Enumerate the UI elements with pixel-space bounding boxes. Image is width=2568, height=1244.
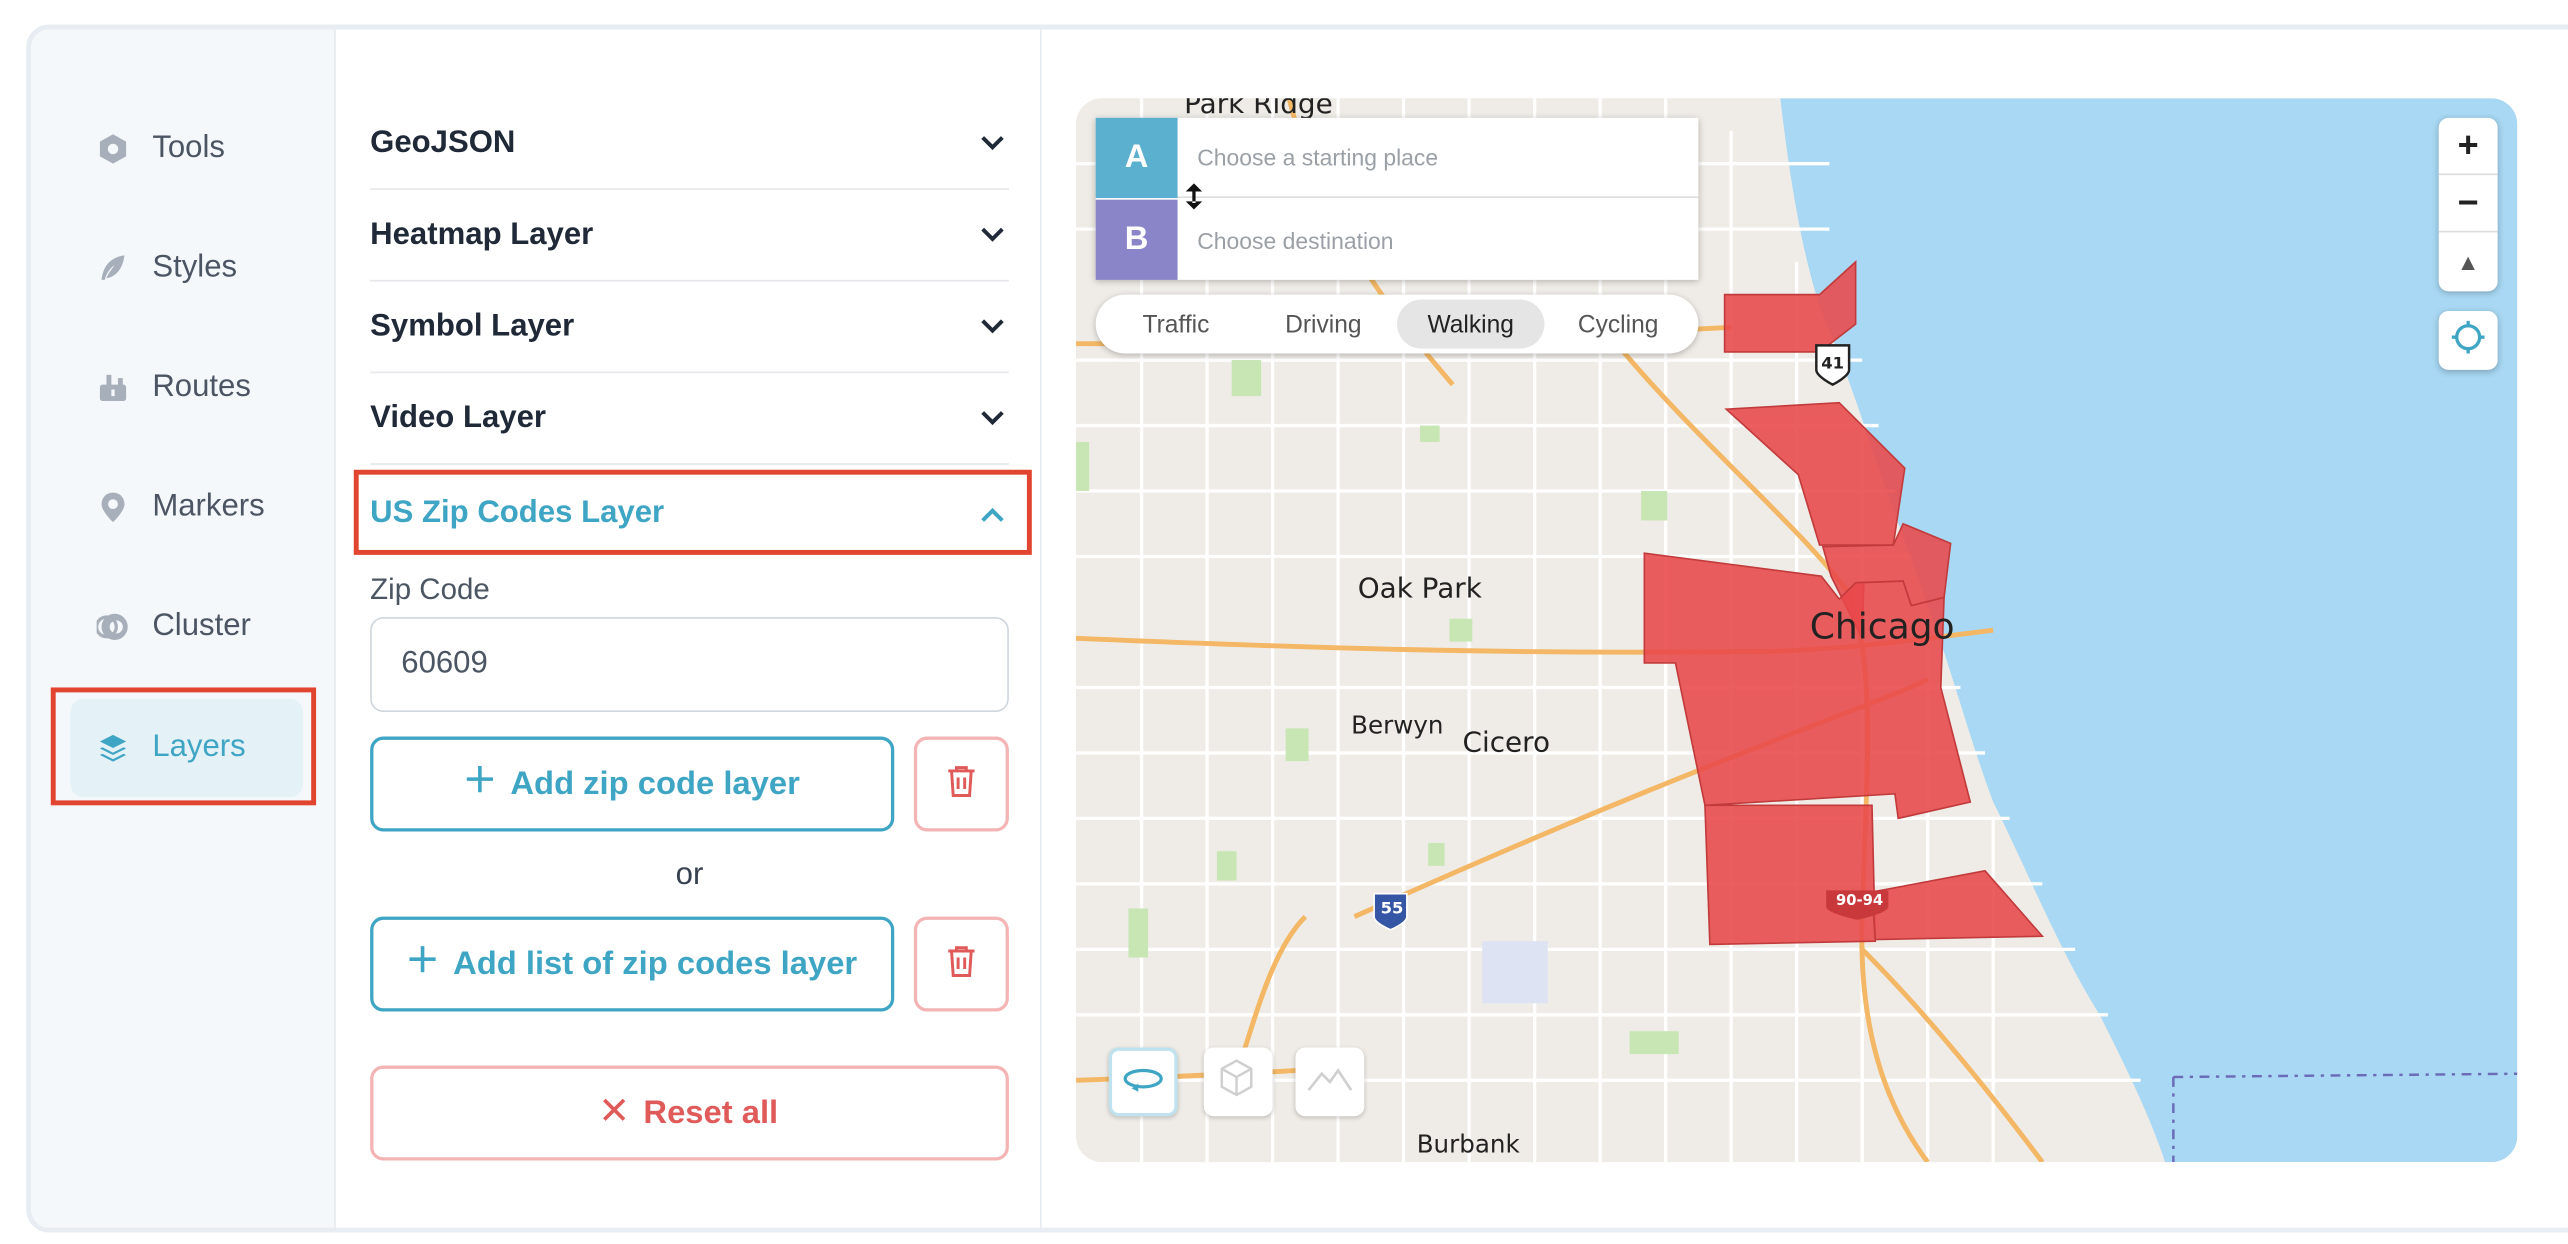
accordion-title: Symbol Layer bbox=[370, 308, 575, 343]
sidebar: Tools Styles Routes Markers bbox=[31, 29, 336, 1228]
accordion-title: GeoJSON bbox=[370, 125, 516, 160]
chevron-down-icon bbox=[976, 310, 1009, 343]
map-label-oak-park: Oak Park bbox=[1357, 572, 1482, 606]
map-label-cicero: Cicero bbox=[1462, 726, 1551, 760]
highway-55-label: 55 bbox=[1380, 900, 1404, 919]
rotate-icon bbox=[1122, 1063, 1165, 1101]
close-icon bbox=[601, 1094, 627, 1132]
crosshair-icon bbox=[2450, 318, 2486, 362]
zip-code-input[interactable]: 60609 bbox=[370, 617, 1009, 713]
sidebar-item-styles[interactable]: Styles bbox=[70, 219, 303, 317]
sidebar-item-label: Layers bbox=[152, 730, 246, 765]
trash-icon bbox=[947, 944, 976, 985]
3d-button[interactable] bbox=[1203, 1047, 1273, 1117]
highway-90-94-label: 90-94 bbox=[1835, 893, 1884, 911]
zip-code-label: Zip Code bbox=[370, 572, 490, 606]
accordion-video-layer[interactable]: Video Layer bbox=[370, 373, 1009, 465]
zoom-out-button[interactable]: − bbox=[2438, 175, 2498, 233]
zoom-in-button[interactable]: + bbox=[2438, 118, 2498, 176]
mode-traffic[interactable]: Traffic bbox=[1142, 310, 1210, 338]
button-label: Reset all bbox=[643, 1094, 779, 1131]
sidebar-item-label: Tools bbox=[152, 130, 225, 166]
or-separator: or bbox=[675, 857, 704, 893]
mode-driving[interactable]: Driving bbox=[1285, 310, 1362, 338]
sidebar-item-markers[interactable]: Markers bbox=[70, 458, 303, 556]
sidebar-item-cluster[interactable]: Cluster bbox=[70, 578, 303, 676]
highlight-box-zip-section bbox=[353, 469, 1032, 555]
hexagon-icon bbox=[97, 133, 130, 166]
map-label-park-ridge: Park Ridge bbox=[1184, 98, 1333, 122]
highlight-box-layers bbox=[50, 687, 317, 806]
plus-icon bbox=[465, 764, 494, 803]
destination-badge: B bbox=[1095, 199, 1178, 280]
plus-icon bbox=[407, 944, 436, 983]
delete-zip-list-button[interactable] bbox=[913, 916, 1009, 1012]
accordion-title: Video Layer bbox=[370, 400, 547, 435]
reset-all-button[interactable]: Reset all bbox=[370, 1065, 1009, 1161]
route-icon bbox=[97, 372, 130, 405]
add-zip-code-layer-button[interactable]: Add zip code layer bbox=[370, 736, 895, 832]
map-label-berwyn: Berwyn bbox=[1351, 710, 1444, 740]
chevron-down-icon bbox=[976, 219, 1009, 252]
cluster-icon bbox=[96, 611, 130, 644]
sidebar-item-label: Styles bbox=[152, 250, 238, 285]
layers-panel: GeoJSON Heatmap Layer Symbol Layer Video… bbox=[337, 29, 1042, 1228]
button-label: Add zip code layer bbox=[510, 765, 800, 802]
button-label: Add list of zip codes layer bbox=[453, 945, 858, 982]
sidebar-item-tools[interactable]: Tools bbox=[70, 100, 303, 198]
destination-row: B Choose destination bbox=[1095, 199, 1699, 280]
map-label-chicago: Chicago bbox=[1809, 607, 1955, 649]
cube-3d-icon bbox=[1214, 1053, 1263, 1110]
app-card: Tools Styles Routes Markers bbox=[26, 24, 2568, 1233]
pin-icon bbox=[97, 491, 130, 524]
accordion-us-zip-codes-layer[interactable]: US Zip Codes Layer bbox=[370, 468, 1009, 560]
map-base bbox=[1076, 98, 2518, 1163]
mountain-icon bbox=[1307, 1063, 1353, 1101]
mode-cycling[interactable]: Cycling bbox=[1577, 310, 1659, 338]
swap-icon[interactable] bbox=[1184, 182, 1204, 220]
map-label-burbank: Burbank bbox=[1416, 1129, 1520, 1159]
feather-icon bbox=[97, 252, 130, 285]
geolocate-button[interactable] bbox=[2438, 310, 2498, 370]
travel-mode-tabs: Traffic Driving Walking Cycling bbox=[1095, 294, 1699, 354]
accordion-title: US Zip Codes Layer bbox=[370, 495, 665, 531]
destination-input[interactable]: Choose destination bbox=[1197, 226, 1394, 253]
zoom-controls: + − ▲ bbox=[2438, 117, 2498, 292]
chevron-up-icon bbox=[976, 498, 1009, 531]
start-input[interactable]: Choose a starting place bbox=[1197, 144, 1439, 171]
rotate-button[interactable] bbox=[1108, 1047, 1178, 1117]
highway-41-shield bbox=[1815, 344, 1851, 387]
accordion-symbol-layer[interactable]: Symbol Layer bbox=[370, 282, 1009, 374]
start-badge: A bbox=[1095, 117, 1178, 198]
accordion-title: Heatmap Layer bbox=[370, 216, 594, 252]
compass-button[interactable]: ▲ bbox=[2456, 247, 2480, 275]
sidebar-item-label: Routes bbox=[152, 369, 251, 405]
layers-icon bbox=[97, 732, 130, 765]
terrain-button[interactable] bbox=[1295, 1047, 1365, 1117]
accordion-geojson[interactable]: GeoJSON bbox=[370, 98, 1009, 190]
highway-41-label: 41 bbox=[1821, 355, 1845, 374]
sidebar-item-routes[interactable]: Routes bbox=[70, 339, 303, 437]
directions-box: A Choose a starting place B Choose desti… bbox=[1095, 117, 1699, 280]
accordion-heatmap-layer[interactable]: Heatmap Layer bbox=[370, 190, 1009, 282]
sidebar-item-layers[interactable]: Layers bbox=[70, 698, 303, 798]
trash-icon bbox=[947, 764, 976, 805]
chevron-down-icon bbox=[976, 402, 1009, 435]
mode-walking[interactable]: Walking bbox=[1397, 299, 1545, 349]
map-view[interactable]: Park Ridge Oak Park Chicago Berwyn Cicer… bbox=[1076, 98, 2518, 1163]
start-row: A Choose a starting place bbox=[1095, 117, 1699, 199]
chevron-down-icon bbox=[976, 127, 1009, 160]
sidebar-item-label: Markers bbox=[152, 489, 265, 524]
sidebar-item-label: Cluster bbox=[152, 608, 251, 644]
delete-zip-layer-button[interactable] bbox=[913, 736, 1009, 832]
add-list-of-zip-codes-button[interactable]: Add list of zip codes layer bbox=[370, 916, 895, 1012]
